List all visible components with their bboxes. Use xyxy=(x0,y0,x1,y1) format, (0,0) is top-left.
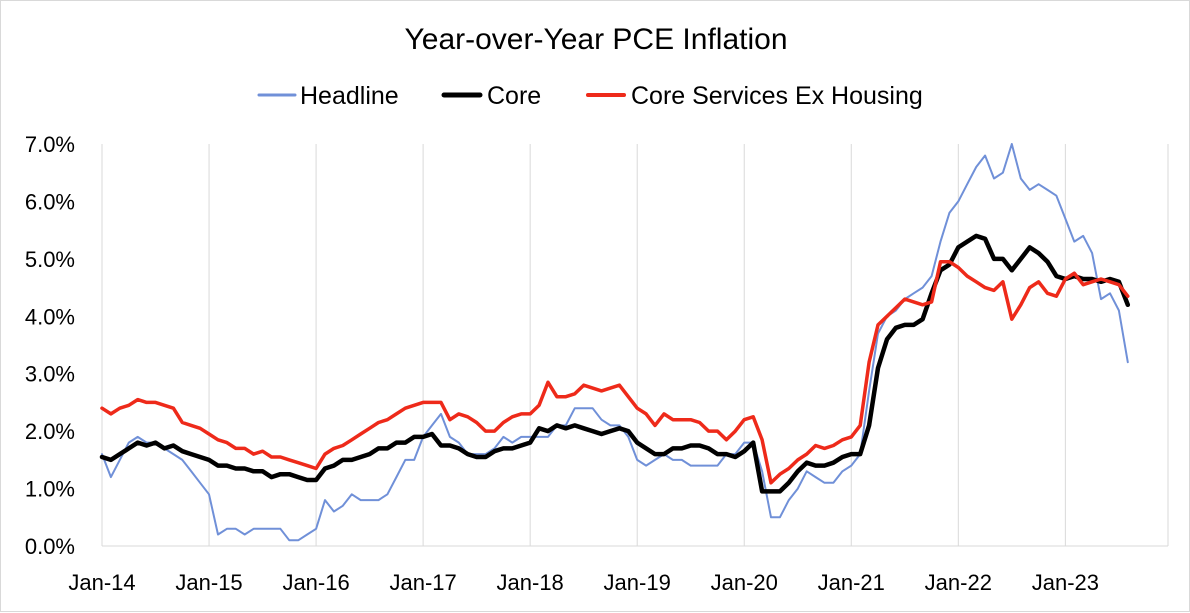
y-tick-label: 0.0% xyxy=(25,534,75,559)
series-core xyxy=(99,233,1131,494)
chart-title: Year-over-Year PCE Inflation xyxy=(405,23,788,56)
x-tick-label: Jan-14 xyxy=(68,570,135,595)
x-tick-label: Jan-22 xyxy=(925,570,992,595)
legend-label-core-services-ex-housing: Core Services Ex Housing xyxy=(631,82,923,110)
vertical-gridlines xyxy=(208,144,1169,546)
series-line-core-services-ex-housing xyxy=(100,259,1130,485)
chart-legend: Headline Core Core Services Ex Housing xyxy=(257,82,923,110)
x-axis-tick-labels: Jan-14 Jan-15 Jan-16 Jan-17 Jan-18 Jan-19 Jan-… xyxy=(68,570,1099,595)
y-tick-label: 1.0% xyxy=(25,477,75,502)
series-core-services-ex-housing xyxy=(100,259,1130,485)
legend-label-core: Core xyxy=(487,82,541,110)
x-tick-label: Jan-16 xyxy=(282,570,349,595)
y-tick-label: 2.0% xyxy=(25,419,75,444)
series-line-core xyxy=(99,233,1131,494)
x-tick-label: Jan-23 xyxy=(1032,570,1099,595)
x-tick-label: Jan-21 xyxy=(818,570,885,595)
y-axis-tick-labels: 0.0% 1.0% 2.0% 3.0% 4.0% 5.0% 6.0% 7.0% xyxy=(25,132,75,559)
legend-label-headline: Headline xyxy=(300,82,399,110)
x-tick-label: Jan-19 xyxy=(604,570,671,595)
data-series xyxy=(99,143,1131,542)
x-tick-label: Jan-15 xyxy=(175,570,242,595)
y-tick-label: 3.0% xyxy=(25,362,75,387)
y-tick-label: 4.0% xyxy=(25,304,75,329)
y-tick-label: 5.0% xyxy=(25,247,75,272)
series-headline xyxy=(101,143,1129,542)
series-line-headline xyxy=(101,143,1129,542)
y-tick-label: 7.0% xyxy=(25,132,75,157)
x-tick-label: Jan-18 xyxy=(497,570,564,595)
axes xyxy=(101,144,1168,547)
y-tick-label: 6.0% xyxy=(25,189,75,214)
x-tick-label: Jan-20 xyxy=(711,570,778,595)
x-tick-label: Jan-17 xyxy=(389,570,456,595)
